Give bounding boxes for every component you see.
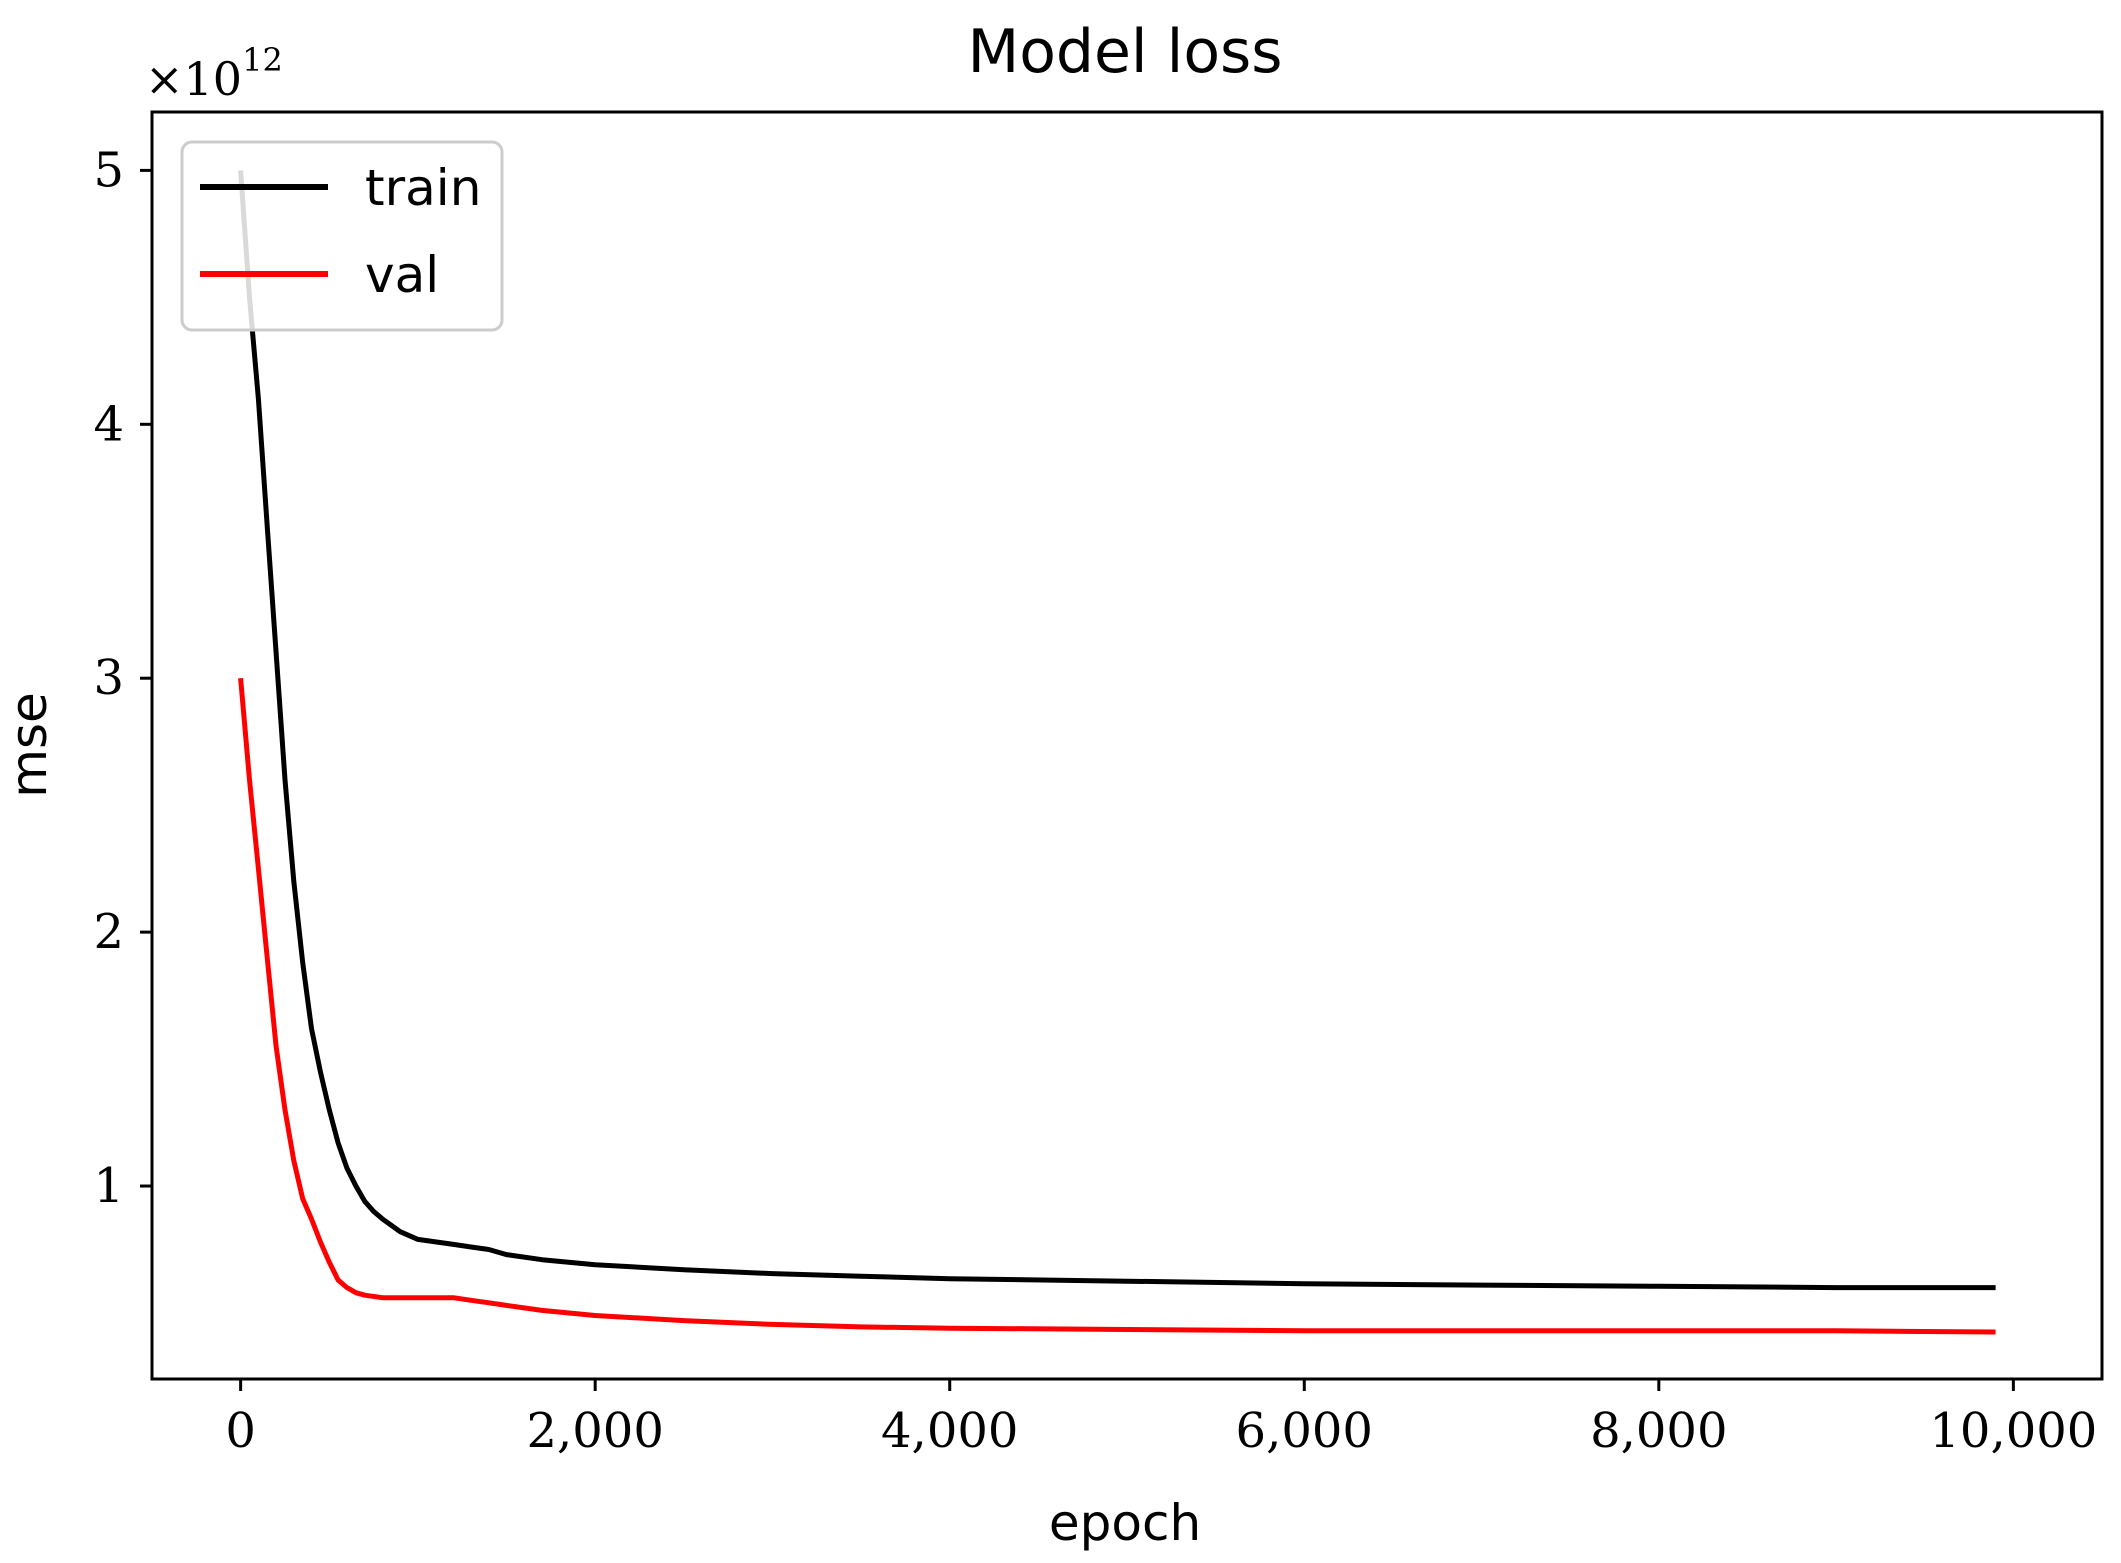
legend: train val bbox=[180, 140, 504, 332]
y-tick-label: 2 bbox=[93, 904, 124, 960]
legend-label-train: train bbox=[365, 159, 481, 217]
x-tick-label: 0 bbox=[225, 1403, 256, 1459]
x-axis-label: epoch bbox=[1049, 1494, 1201, 1552]
y-tick-label: 3 bbox=[93, 650, 124, 706]
x-tick-label: 6,000 bbox=[1236, 1403, 1373, 1459]
y-axis: 1 2 3 4 5 bbox=[93, 142, 152, 1214]
series-layer bbox=[238, 170, 1996, 1335]
plot-area-frame bbox=[150, 110, 2104, 1381]
series-line-train bbox=[238, 170, 1996, 1291]
y-offset-label: ×1012 bbox=[145, 41, 283, 106]
y-tick-label: 1 bbox=[93, 1158, 124, 1214]
x-tick-label: 10,000 bbox=[1929, 1403, 2097, 1459]
chart-title: Model loss bbox=[967, 17, 1282, 87]
x-tick-label: 4,000 bbox=[881, 1403, 1018, 1459]
y-axis-label: mse bbox=[0, 692, 58, 798]
x-axis: 0 2,000 4,000 6,000 8,000 10,000 bbox=[225, 1379, 2097, 1459]
x-tick-label: 2,000 bbox=[526, 1403, 663, 1459]
series-line-val bbox=[238, 677, 1996, 1335]
y-tick-label: 4 bbox=[93, 396, 124, 452]
y-tick-label: 5 bbox=[93, 142, 124, 198]
x-tick-label: 8,000 bbox=[1590, 1403, 1727, 1459]
legend-label-val: val bbox=[365, 246, 439, 304]
